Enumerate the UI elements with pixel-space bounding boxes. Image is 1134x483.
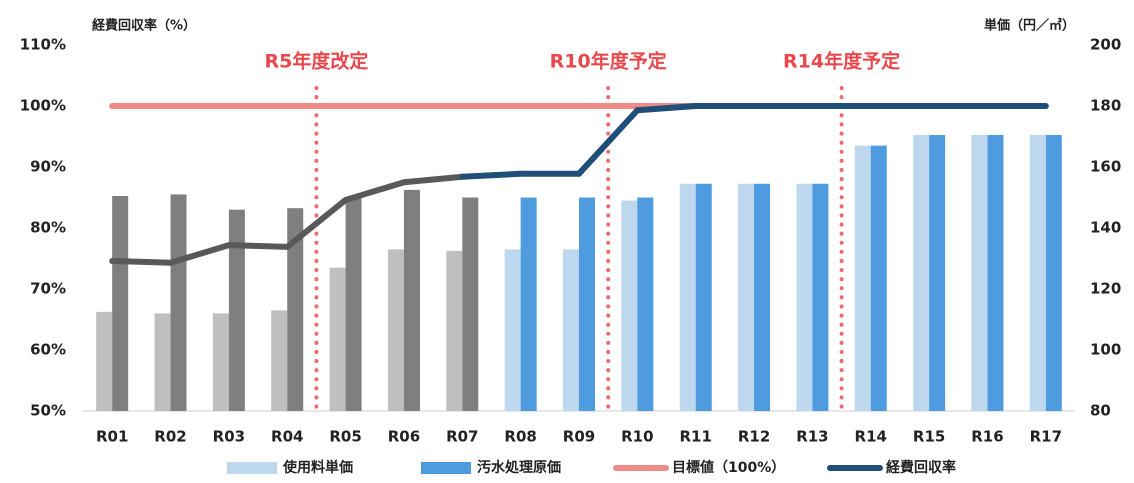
bar (563, 249, 579, 411)
bar (112, 195, 129, 411)
line-segment (109, 257, 174, 266)
y2-tick-label: 140 (1090, 219, 1121, 237)
x-tick-label: R16 (971, 428, 1003, 446)
annotation: R10年度予定 (550, 50, 667, 73)
bar (679, 183, 696, 411)
x-tick-label: R02 (154, 428, 186, 446)
y-tick-label: 80% (30, 219, 66, 237)
legend-label: 使用料単価 (282, 459, 353, 476)
bar (987, 134, 1004, 411)
line-segment (576, 107, 641, 177)
x-tick-label: R04 (271, 428, 303, 446)
line-segment (225, 242, 291, 250)
line-segment (634, 103, 699, 114)
legend-swatch (227, 462, 277, 474)
bar (971, 134, 988, 411)
x-tick-label: R06 (388, 428, 420, 446)
x-tick-label: R12 (738, 428, 770, 446)
legend-label: 経費回収率 (886, 459, 956, 476)
x-tick-label: R11 (679, 428, 711, 446)
y2-tick-label: 100 (1090, 341, 1121, 359)
y-tick-label: 100% (20, 97, 66, 115)
bar (579, 197, 595, 411)
bar (913, 134, 930, 411)
legend-swatch (421, 462, 471, 474)
x-tick-label: R14 (855, 428, 887, 446)
bar (854, 145, 871, 411)
x-tick-label: R03 (213, 428, 245, 446)
x-tick-label: R05 (329, 428, 361, 446)
y-tick-label: 70% (30, 280, 66, 298)
bar (212, 313, 229, 411)
y2-axis-title: 単価（円／㎥） (984, 18, 1075, 34)
bar (170, 194, 187, 411)
bar (446, 250, 463, 411)
bar (287, 208, 304, 411)
x-tick-label: R01 (96, 428, 128, 446)
line-segment (342, 179, 407, 203)
y-tick-label: 60% (30, 341, 66, 359)
y-tick-label: 50% (30, 402, 66, 420)
y-axis-title: 経費回収率（%） (92, 18, 196, 34)
bar (329, 267, 346, 411)
annotation: R14年度予定 (783, 50, 900, 73)
bar (621, 200, 638, 411)
bar (754, 183, 771, 411)
bar (96, 311, 113, 411)
line-segment (400, 173, 466, 186)
bar (520, 197, 537, 411)
bar (271, 310, 288, 411)
y2-tick-label: 160 (1090, 158, 1121, 176)
bar (154, 313, 171, 411)
bar (796, 183, 813, 411)
legend-label: 目標値（100%） (672, 459, 785, 476)
y2-tick-label: 180 (1090, 97, 1121, 115)
x-tick-label: R10 (621, 428, 653, 446)
x-tick-label: R17 (1030, 428, 1062, 446)
bar (637, 197, 654, 411)
y2-tick-label: 120 (1090, 280, 1121, 298)
bar (387, 249, 404, 411)
x-tick-label: R15 (913, 428, 945, 446)
bar (462, 197, 479, 411)
y2-tick-label: 200 (1090, 36, 1121, 54)
bar (403, 189, 420, 411)
legend-label: 汚水処理原価 (477, 459, 561, 476)
bar (1029, 134, 1046, 411)
x-tick-label: R13 (796, 428, 828, 446)
bar (870, 145, 887, 411)
bar (812, 183, 829, 411)
bar (504, 249, 521, 411)
x-tick-label: R08 (504, 428, 536, 446)
bar (929, 134, 946, 411)
annotation: R5年度改定 (264, 50, 368, 73)
line-segment (459, 170, 524, 180)
y-tick-label: 90% (30, 158, 66, 176)
bar (738, 183, 755, 411)
bar (695, 183, 712, 411)
line-segment (284, 196, 349, 250)
bar (1045, 134, 1062, 411)
bar (345, 197, 362, 411)
y2-tick-label: 80 (1090, 402, 1111, 420)
x-tick-label: R09 (563, 428, 595, 446)
bar (228, 209, 245, 411)
line-segment (167, 242, 232, 266)
x-tick-label: R07 (446, 428, 478, 446)
y-tick-label: 110% (20, 36, 66, 54)
